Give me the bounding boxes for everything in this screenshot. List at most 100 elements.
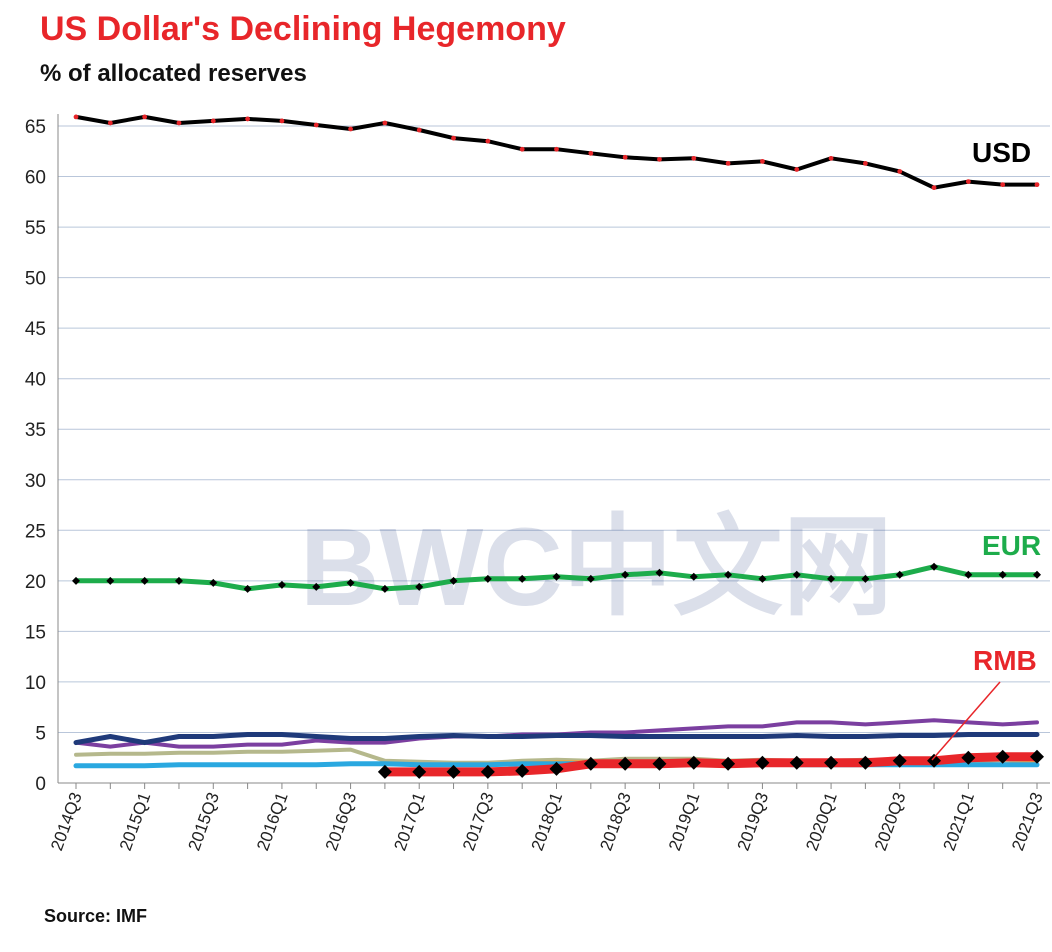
y-tick-label: 15 xyxy=(25,622,46,643)
rmb-point xyxy=(583,756,598,771)
x-tick-label: 2019Q1 xyxy=(665,790,704,853)
rmb-point xyxy=(721,756,736,771)
eur-point xyxy=(483,574,492,583)
x-tick-label: 2020Q3 xyxy=(871,790,910,853)
usd-point xyxy=(588,150,594,156)
eur-point xyxy=(895,570,904,579)
series-line-0 xyxy=(74,114,1039,190)
rmb-point xyxy=(446,764,461,779)
eur-point xyxy=(518,574,527,583)
x-tick-label: 2015Q3 xyxy=(184,790,223,853)
x-tick-label: 2017Q1 xyxy=(390,790,429,853)
usd-point xyxy=(725,160,731,166)
eur-point xyxy=(998,570,1007,579)
eur-point xyxy=(277,580,286,589)
x-tick-label: 2021Q1 xyxy=(940,790,979,853)
y-tick-label: 45 xyxy=(25,319,46,340)
x-tick-label: 2019Q3 xyxy=(734,790,773,853)
x-tick-label: 2016Q1 xyxy=(253,790,292,853)
rmb-point xyxy=(686,755,701,770)
rmb-point xyxy=(824,755,839,770)
eur-point xyxy=(689,572,698,581)
usd-point xyxy=(348,126,353,132)
watermark: BWC中文网 xyxy=(300,506,893,629)
usd-point xyxy=(931,185,937,191)
eur-point xyxy=(380,584,389,593)
usd-point xyxy=(691,155,697,161)
eur-label: EUR xyxy=(982,530,1041,561)
x-tick-label: 2014Q3 xyxy=(47,790,86,853)
usd-label: USD xyxy=(972,137,1031,168)
y-tick-label: 35 xyxy=(25,420,46,441)
x-axis: 2014Q3 2015Q1 2015Q3 2016Q1 2016Q3 2017Q1 2017… xyxy=(47,783,1047,853)
eur-point xyxy=(106,576,115,585)
y-tick-label: 0 xyxy=(35,774,46,795)
chart-title: US Dollar's Declining Hegemony xyxy=(40,10,566,48)
rmb-point xyxy=(480,764,495,779)
y-axis: 0 5 10 15 20 25 30 35 40 45 50 55 60 65 xyxy=(25,114,59,795)
eur-point xyxy=(655,568,664,577)
x-tick-label: 2016Q3 xyxy=(322,790,361,853)
usd-point xyxy=(245,116,251,122)
rmb-point xyxy=(618,756,633,771)
eur-point xyxy=(140,576,149,585)
rmb-point xyxy=(755,755,770,770)
eur-point xyxy=(449,576,458,585)
usd-point xyxy=(760,158,765,164)
y-tick-label: 55 xyxy=(25,218,46,239)
eur-point xyxy=(209,578,218,587)
rmb-point xyxy=(549,761,564,776)
eur-point xyxy=(243,584,252,593)
eur-point xyxy=(72,576,80,585)
rmb-point xyxy=(858,755,873,770)
eur-point xyxy=(312,582,321,591)
usd-point xyxy=(1034,182,1040,188)
y-tick-label: 20 xyxy=(25,572,46,593)
usd-point xyxy=(622,154,628,160)
usd-point xyxy=(107,120,113,126)
usd-point xyxy=(176,120,182,126)
eur-point xyxy=(964,570,973,579)
usd-point xyxy=(1000,182,1006,188)
usd-point xyxy=(279,118,285,124)
x-tick-label: 2018Q3 xyxy=(596,790,635,853)
eur-point xyxy=(621,570,630,579)
eur-point xyxy=(792,570,801,579)
y-tick-label: 25 xyxy=(25,521,46,542)
rmb-leader-line xyxy=(931,681,1001,761)
usd-point xyxy=(313,122,319,128)
usd-point xyxy=(554,146,559,152)
eur-point xyxy=(861,574,870,583)
usd-point xyxy=(862,160,868,166)
rmb-point xyxy=(412,764,427,779)
rmb-point xyxy=(515,763,530,778)
usd-point xyxy=(897,169,903,174)
rmb-point xyxy=(1030,749,1044,764)
usd-point xyxy=(451,135,456,141)
x-tick-label: 2020Q1 xyxy=(802,790,841,853)
eur-point xyxy=(174,576,183,585)
y-tick-label: 5 xyxy=(35,723,46,744)
rmb-point xyxy=(892,753,907,768)
usd-point xyxy=(210,118,216,124)
x-tick-label: 2015Q1 xyxy=(116,790,155,853)
rmb-point xyxy=(377,764,392,779)
eur-point xyxy=(758,574,767,583)
y-tick-label: 50 xyxy=(25,269,46,290)
eur-point xyxy=(552,572,561,581)
chart-subtitle: % of allocated reserves xyxy=(40,60,307,87)
y-tick-label: 60 xyxy=(25,168,46,189)
rmb-point xyxy=(995,749,1010,764)
y-tick-label: 65 xyxy=(25,117,46,138)
usd-point xyxy=(416,127,422,133)
usd-point xyxy=(485,138,491,144)
y-tick-label: 10 xyxy=(25,673,46,694)
rmb-point xyxy=(961,750,976,765)
rmb-point xyxy=(927,753,942,768)
usd-point xyxy=(965,179,971,184)
y-tick-label: 40 xyxy=(25,370,46,391)
usd-point xyxy=(382,120,388,126)
eur-point xyxy=(930,562,939,571)
rmb-point xyxy=(789,755,804,770)
